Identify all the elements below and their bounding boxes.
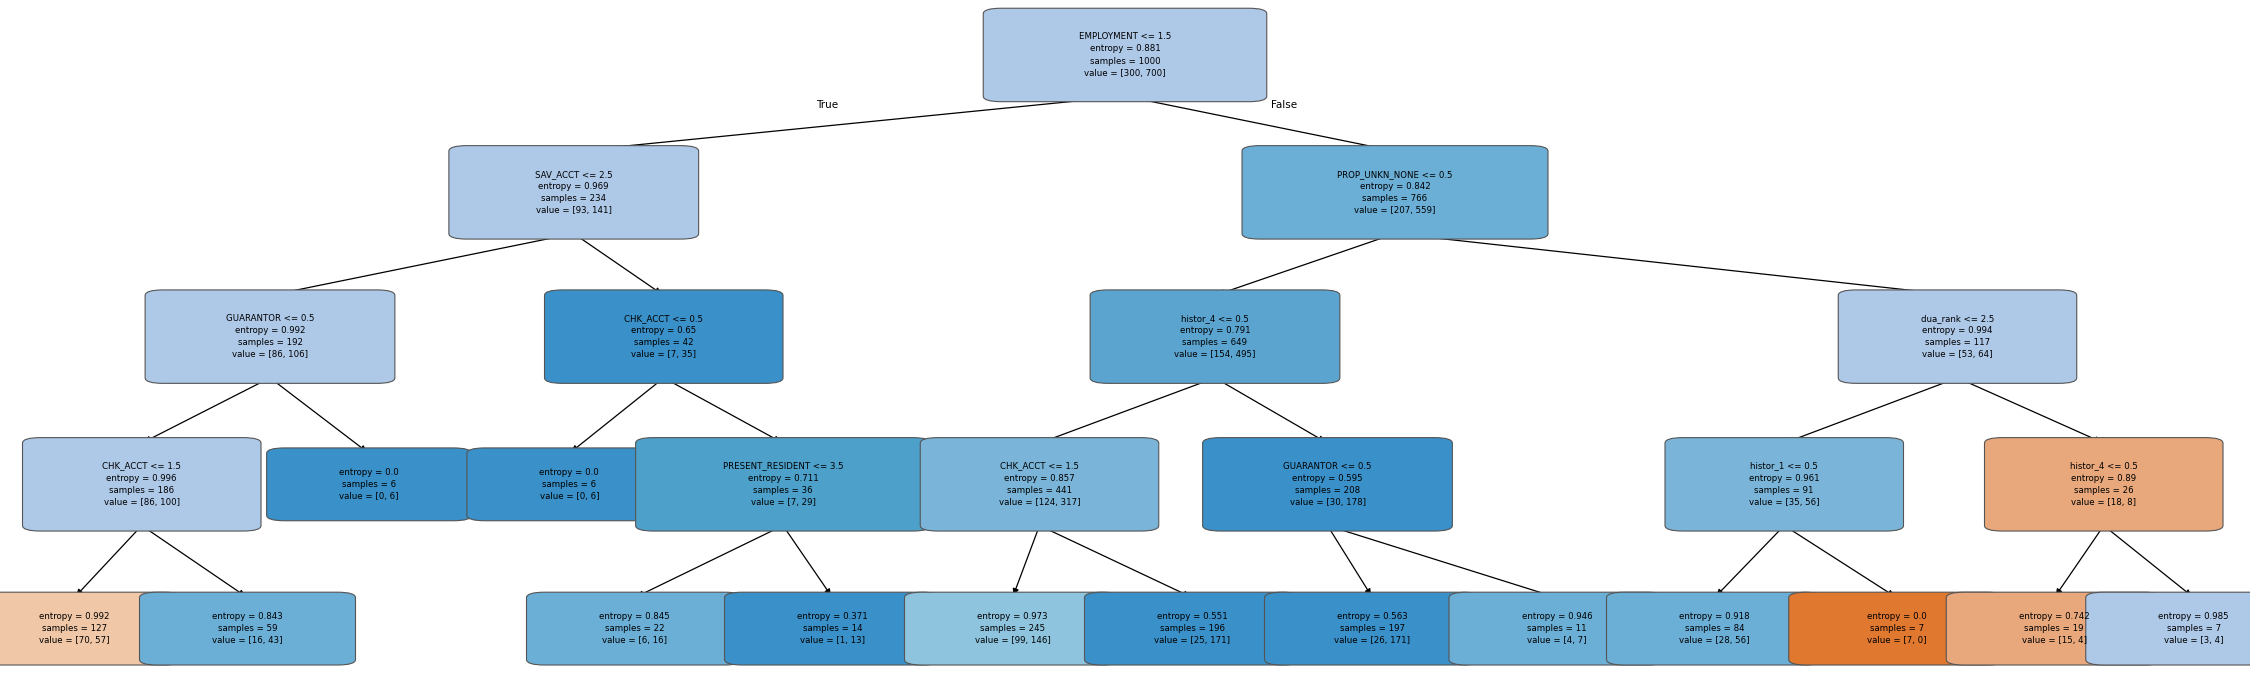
FancyBboxPatch shape <box>1606 592 1823 665</box>
FancyBboxPatch shape <box>2086 592 2250 665</box>
Text: histor_4 <= 0.5
entropy = 0.791
samples = 649
value = [154, 495]: histor_4 <= 0.5 entropy = 0.791 samples … <box>1174 314 1256 359</box>
Text: CHK_ACCT <= 0.5
entropy = 0.65
samples = 42
value = [7, 35]: CHK_ACCT <= 0.5 entropy = 0.65 samples =… <box>623 314 704 359</box>
FancyBboxPatch shape <box>144 290 396 383</box>
Text: entropy = 0.992
samples = 127
value = [70, 57]: entropy = 0.992 samples = 127 value = [7… <box>38 612 110 645</box>
Text: entropy = 0.918
samples = 84
value = [28, 56]: entropy = 0.918 samples = 84 value = [28… <box>1678 612 1750 645</box>
FancyBboxPatch shape <box>468 448 670 521</box>
FancyBboxPatch shape <box>634 438 931 531</box>
FancyBboxPatch shape <box>1984 438 2223 531</box>
FancyBboxPatch shape <box>1265 592 1481 665</box>
Text: entropy = 0.946
samples = 11
value = [4, 7]: entropy = 0.946 samples = 11 value = [4,… <box>1521 612 1593 645</box>
Text: entropy = 0.843
samples = 59
value = [16, 43]: entropy = 0.843 samples = 59 value = [16… <box>212 612 284 645</box>
Text: entropy = 0.985
samples = 7
value = [3, 4]: entropy = 0.985 samples = 7 value = [3, … <box>2158 612 2230 645</box>
FancyBboxPatch shape <box>1084 592 1300 665</box>
Text: CHK_ACCT <= 1.5
entropy = 0.996
samples = 186
value = [86, 100]: CHK_ACCT <= 1.5 entropy = 0.996 samples … <box>101 462 182 507</box>
Text: GUARANTOR <= 0.5
entropy = 0.992
samples = 192
value = [86, 106]: GUARANTOR <= 0.5 entropy = 0.992 samples… <box>225 314 315 359</box>
Text: entropy = 0.563
samples = 197
value = [26, 171]: entropy = 0.563 samples = 197 value = [2… <box>1334 612 1411 645</box>
FancyBboxPatch shape <box>1946 592 2162 665</box>
FancyBboxPatch shape <box>1449 592 1665 665</box>
FancyBboxPatch shape <box>1091 290 1341 383</box>
Text: entropy = 0.551
samples = 196
value = [25, 171]: entropy = 0.551 samples = 196 value = [2… <box>1154 612 1231 645</box>
FancyBboxPatch shape <box>268 448 472 521</box>
Text: False: False <box>1271 100 1298 110</box>
Text: histor_4 <= 0.5
entropy = 0.89
samples = 26
value = [18, 8]: histor_4 <= 0.5 entropy = 0.89 samples =… <box>2070 462 2138 507</box>
FancyBboxPatch shape <box>904 592 1120 665</box>
FancyBboxPatch shape <box>22 438 261 531</box>
Text: PROP_UNKN_NONE <= 0.5
entropy = 0.842
samples = 766
value = [207, 559]: PROP_UNKN_NONE <= 0.5 entropy = 0.842 sa… <box>1336 170 1454 215</box>
Text: entropy = 0.973
samples = 245
value = [99, 146]: entropy = 0.973 samples = 245 value = [9… <box>974 612 1051 645</box>
FancyBboxPatch shape <box>544 290 783 383</box>
FancyBboxPatch shape <box>1838 290 2077 383</box>
FancyBboxPatch shape <box>1665 438 1904 531</box>
Text: True: True <box>817 100 837 110</box>
Text: PRESENT_RESIDENT <= 3.5
entropy = 0.711
samples = 36
value = [7, 29]: PRESENT_RESIDENT <= 3.5 entropy = 0.711 … <box>722 462 844 507</box>
FancyBboxPatch shape <box>1242 146 1548 239</box>
FancyBboxPatch shape <box>983 8 1267 102</box>
Text: CHK_ACCT <= 1.5
entropy = 0.857
samples = 441
value = [124, 317]: CHK_ACCT <= 1.5 entropy = 0.857 samples … <box>999 462 1080 507</box>
Text: entropy = 0.0
samples = 6
value = [0, 6]: entropy = 0.0 samples = 6 value = [0, 6] <box>540 468 598 501</box>
FancyBboxPatch shape <box>920 438 1159 531</box>
Text: GUARANTOR <= 0.5
entropy = 0.595
samples = 208
value = [30, 178]: GUARANTOR <= 0.5 entropy = 0.595 samples… <box>1282 462 1372 507</box>
Text: entropy = 0.0
samples = 6
value = [0, 6]: entropy = 0.0 samples = 6 value = [0, 6] <box>340 468 398 501</box>
FancyBboxPatch shape <box>1789 592 2005 665</box>
Text: dua_rank <= 2.5
entropy = 0.994
samples = 117
value = [53, 64]: dua_rank <= 2.5 entropy = 0.994 samples … <box>1922 314 1994 359</box>
Text: histor_1 <= 0.5
entropy = 0.961
samples = 91
value = [35, 56]: histor_1 <= 0.5 entropy = 0.961 samples … <box>1748 462 1820 507</box>
FancyBboxPatch shape <box>140 592 356 665</box>
FancyBboxPatch shape <box>1202 438 1454 531</box>
FancyBboxPatch shape <box>450 146 698 239</box>
Text: entropy = 0.742
samples = 19
value = [15, 4]: entropy = 0.742 samples = 19 value = [15… <box>2018 612 2090 645</box>
Text: SAV_ACCT <= 2.5
entropy = 0.969
samples = 234
value = [93, 141]: SAV_ACCT <= 2.5 entropy = 0.969 samples … <box>536 170 612 215</box>
Text: EMPLOYMENT <= 1.5
entropy = 0.881
samples = 1000
value = [300, 700]: EMPLOYMENT <= 1.5 entropy = 0.881 sample… <box>1078 32 1172 78</box>
FancyBboxPatch shape <box>724 592 940 665</box>
FancyBboxPatch shape <box>526 592 742 665</box>
FancyBboxPatch shape <box>0 592 182 665</box>
Text: entropy = 0.371
samples = 14
value = [1, 13]: entropy = 0.371 samples = 14 value = [1,… <box>796 612 868 645</box>
Text: entropy = 0.845
samples = 22
value = [6, 16]: entropy = 0.845 samples = 22 value = [6,… <box>598 612 670 645</box>
Text: entropy = 0.0
samples = 7
value = [7, 0]: entropy = 0.0 samples = 7 value = [7, 0] <box>1868 612 1926 645</box>
